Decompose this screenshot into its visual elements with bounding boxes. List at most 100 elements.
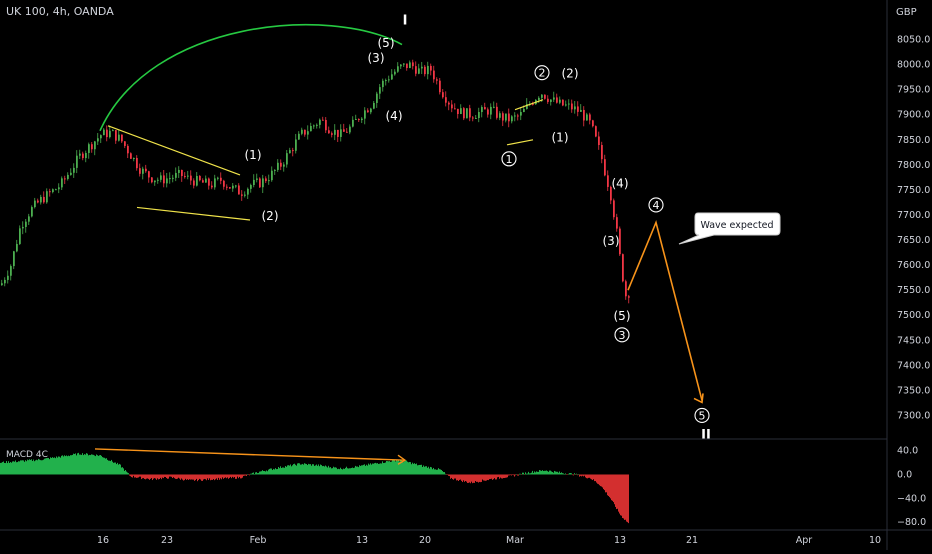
macd-bar [208, 474, 209, 480]
macd-bar [341, 468, 342, 475]
macd-bar [416, 463, 417, 475]
macd-bar [565, 473, 566, 475]
candle-body [508, 113, 510, 122]
macd-bar [246, 474, 247, 477]
candle-body [217, 177, 219, 179]
macd-bar [388, 461, 389, 475]
wave-circle [501, 151, 517, 167]
wave-label: (5) [614, 309, 631, 323]
macd-bar [198, 474, 199, 481]
macd-bar [606, 474, 607, 493]
macd-bar [286, 466, 287, 475]
macd-bar [294, 463, 295, 475]
macd-bar [550, 470, 551, 475]
macd-bar [464, 474, 465, 482]
macd-bar [158, 474, 159, 480]
macd-bar [618, 474, 619, 512]
macd-bar [270, 468, 271, 475]
candle-body [340, 129, 342, 137]
time-tick-label: 21 [686, 535, 698, 546]
macd-bar [79, 454, 80, 475]
macd-bar [620, 474, 621, 516]
price-tick-label: 7800.0 [897, 160, 930, 171]
macd-bar [41, 460, 42, 475]
macd-bar [160, 474, 161, 478]
candle-body [259, 178, 261, 188]
macd-bar [567, 474, 568, 475]
macd-bar [560, 473, 561, 475]
candle-body [427, 65, 429, 75]
candle-body [571, 103, 573, 110]
macd-bar [165, 474, 166, 478]
macd-bar [338, 468, 339, 475]
macd-bar [559, 471, 560, 475]
macd-bar [346, 466, 347, 475]
macd-bar [236, 474, 237, 479]
macd-bar [275, 468, 276, 475]
candle-body [250, 184, 252, 189]
macd-bar [274, 469, 275, 475]
macd-bar [110, 461, 111, 475]
macd-bar [94, 455, 95, 475]
macd-bar [427, 467, 428, 475]
macd-bar [176, 474, 177, 480]
macd-bar [549, 470, 550, 475]
candle-body [145, 168, 147, 172]
price-tick-label: 7500.0 [897, 310, 930, 321]
candle-body [4, 279, 6, 284]
macd-bar [308, 463, 309, 475]
macd-bar [238, 474, 239, 479]
macd-bar [445, 473, 446, 475]
macd-bar [226, 474, 227, 479]
candle-body [517, 115, 519, 117]
candle-body [547, 98, 549, 102]
candle-body [58, 187, 60, 190]
macd-bar [191, 474, 192, 480]
macd-bar [241, 474, 242, 479]
macd-bar [197, 474, 198, 482]
macd-bar [223, 474, 224, 479]
macd-bar [321, 465, 322, 475]
macd-bar [371, 464, 372, 475]
candle-body [544, 94, 546, 99]
macd-bar [329, 467, 330, 475]
macd-bar [53, 457, 54, 475]
candle-body [220, 177, 222, 181]
time-tick-label: 13 [614, 535, 626, 546]
candle-body [367, 110, 369, 113]
candle-body [130, 153, 132, 159]
macd-bar [467, 474, 468, 483]
macd-bar [507, 474, 508, 478]
macd-bar [199, 474, 200, 479]
candle-body [124, 141, 126, 146]
macd-bar [562, 473, 563, 475]
macd-bar [15, 460, 16, 475]
candle-body [532, 103, 534, 105]
macd-bar [345, 467, 346, 475]
macd-bar [78, 452, 79, 475]
macd-bar [461, 474, 462, 481]
candle-body [13, 251, 15, 267]
macd-bar [106, 458, 107, 475]
macd-bar [545, 470, 546, 475]
macd-bar [596, 474, 597, 483]
macd-bar [72, 454, 73, 475]
macd-bar [546, 470, 547, 475]
macd-bar [421, 464, 422, 475]
macd-bar [233, 474, 234, 478]
macd-bar [85, 454, 86, 475]
macd-bar [303, 464, 304, 475]
macd-bar [499, 474, 500, 479]
macd-bar [433, 467, 434, 475]
macd-divergence-line [94, 448, 406, 461]
candle-body [190, 175, 192, 181]
macd-bar [230, 474, 231, 477]
candle-body [433, 70, 435, 80]
candle-body [157, 179, 159, 181]
candle-body [400, 64, 402, 67]
macd-bar [132, 474, 133, 478]
candle-body [487, 109, 489, 115]
candle-body [376, 93, 378, 103]
macd-bar [54, 457, 55, 475]
